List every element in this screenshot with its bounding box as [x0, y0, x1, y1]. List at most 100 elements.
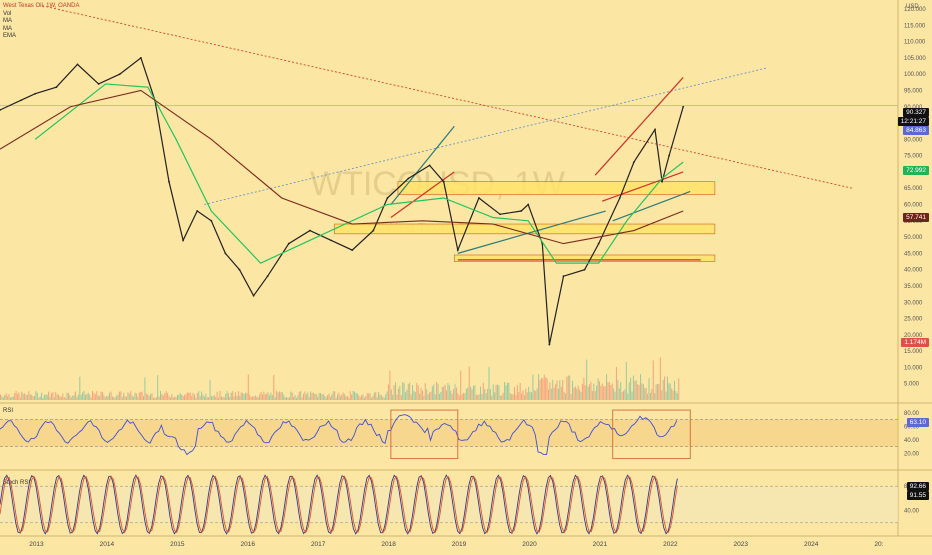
volume-bar [73, 394, 75, 400]
volume-bar [49, 396, 51, 400]
volume-bar [201, 391, 203, 400]
legend-item-ma-2[interactable]: MA [3, 25, 12, 32]
volume-bar [80, 394, 82, 400]
volume-bar [545, 377, 547, 400]
volume-bar [675, 391, 677, 400]
volume-bar [467, 387, 469, 400]
volume-bar [218, 397, 220, 400]
volume-bar [532, 374, 534, 400]
x-tick-label: 2020 [522, 541, 537, 548]
support-zone [453, 254, 716, 262]
volume-bar [369, 393, 371, 400]
volume-bar [448, 385, 450, 400]
volume-bar [610, 385, 612, 400]
volume-bar [155, 397, 157, 400]
volume-bar [492, 384, 494, 400]
volume-bar [324, 395, 326, 400]
volume-bar [392, 394, 394, 400]
rsi-value-badge: 63.10 [906, 418, 929, 427]
volume-bar [657, 384, 659, 400]
volume-bar [301, 397, 303, 400]
volume-bar [375, 391, 377, 400]
volume-bar [638, 384, 640, 400]
volume-bar [443, 386, 445, 400]
volume-bar [406, 389, 408, 400]
volume-bar [434, 394, 436, 400]
volume-bar [59, 396, 61, 400]
volume-bar [233, 396, 235, 400]
price-point [20, 99, 23, 102]
volume-bar [67, 392, 69, 400]
volume-bar [413, 390, 415, 400]
volume-bar [539, 380, 541, 400]
trend-line [457, 210, 606, 254]
volume-bar [28, 391, 30, 400]
volume-bar [327, 395, 329, 400]
volume-bar [127, 392, 129, 400]
price-point [266, 275, 269, 278]
volume-bar [199, 396, 201, 400]
price-point [182, 239, 185, 242]
price-tick-label: 40.000 [904, 268, 923, 274]
volume-bar [579, 389, 581, 400]
volume-bar [576, 388, 578, 400]
volume-bar [365, 396, 367, 400]
volume-bar [424, 383, 426, 400]
volume-bar [134, 392, 136, 400]
volume-bar [482, 382, 484, 400]
volume-bar [315, 393, 317, 400]
legend-item-vol[interactable]: Vol [3, 10, 12, 17]
volume-bar [581, 383, 583, 400]
volume-bar [188, 392, 190, 400]
volume-bar [226, 391, 228, 400]
volume-bar [529, 391, 531, 400]
price-point [442, 180, 445, 183]
price-point [583, 268, 586, 271]
ema-badge: 72.992 [903, 166, 929, 175]
x-tick-label: 2017 [311, 541, 326, 548]
volume-bar [345, 396, 347, 400]
volume-bar [530, 392, 532, 400]
volume-bar [138, 392, 140, 400]
volume-bar [93, 393, 95, 400]
x-tick-label: 20: [874, 541, 883, 548]
price-point [668, 154, 670, 157]
volume-bar [239, 395, 241, 400]
volume-bar [590, 381, 592, 400]
volume-bar [48, 391, 50, 400]
volume-bar [440, 392, 442, 400]
volume-bar [339, 395, 341, 400]
x-tick-label: 2016 [241, 541, 256, 548]
legend-item-ema[interactable]: EMA [3, 33, 17, 39]
rsi-divergence-box [390, 409, 459, 460]
volume-bar [421, 390, 423, 400]
volume-bar [97, 395, 99, 400]
volume-bar [521, 393, 523, 400]
volume-bar [247, 374, 249, 400]
volume-bar [118, 391, 120, 400]
volume-bar [220, 396, 222, 400]
volume-bar [240, 392, 242, 400]
volume-bar [489, 389, 491, 400]
volume-bar [600, 385, 602, 400]
trend-line [612, 190, 691, 222]
volume-bar [329, 396, 331, 400]
volume-bar [465, 388, 467, 400]
volume-bar [261, 394, 263, 400]
legend-item-ma[interactable]: MA [3, 18, 12, 24]
volume-bar [499, 395, 501, 400]
price-point [196, 210, 199, 212]
volume-bar [598, 381, 600, 400]
symbol-title[interactable]: West Texas Oil, 1W, OANDA [3, 3, 80, 9]
volume-bar [380, 394, 382, 400]
price-tick-label: 105.000 [904, 56, 926, 62]
volume-bar [209, 379, 211, 400]
volume-bar [463, 393, 465, 400]
volume-bar [295, 397, 297, 400]
volume-bar [210, 396, 212, 400]
volume-bar [130, 391, 132, 400]
volume-bar [46, 394, 48, 400]
volume-bar [346, 396, 348, 400]
volume-bar [427, 394, 429, 400]
